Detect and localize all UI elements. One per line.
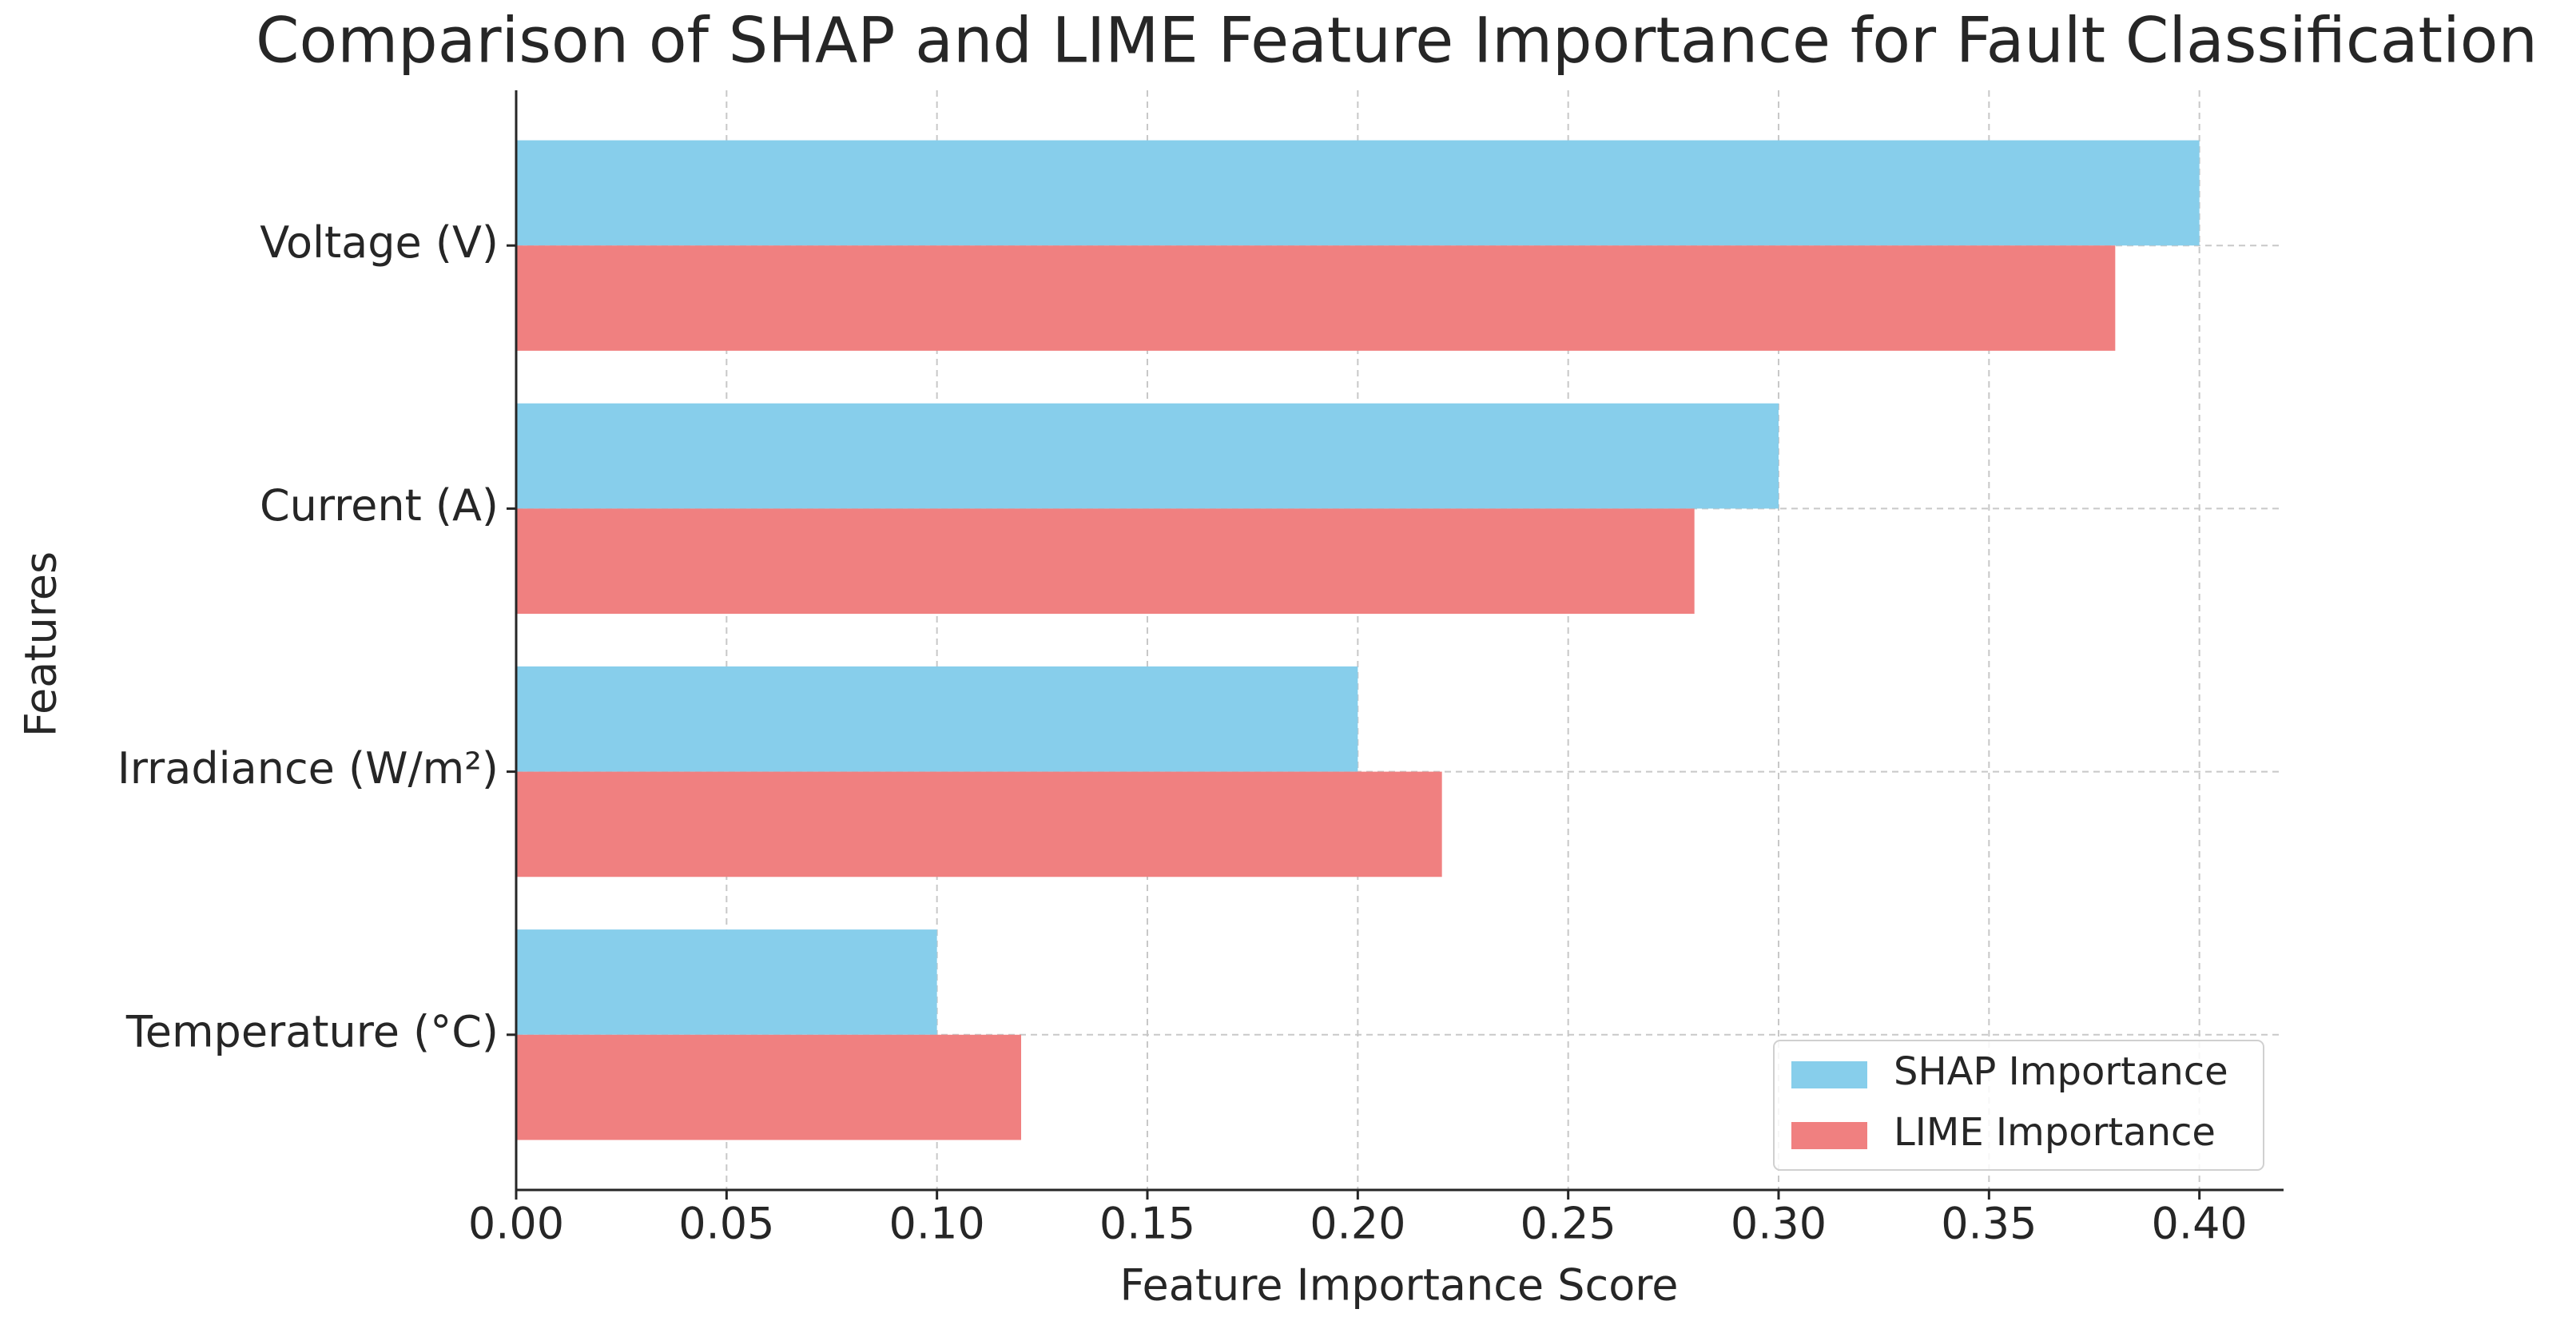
bar [516,666,1358,772]
bar [516,403,1779,509]
y-tick-label: Voltage (V) [260,217,499,268]
x-tick-label: 0.05 [678,1199,774,1249]
chart-title: Comparison of SHAP and LIME Feature Impo… [256,5,2538,77]
x-tick-label: 0.35 [1941,1199,2037,1249]
bar [516,929,937,1035]
bar [516,771,1442,877]
legend-swatch [1791,1061,1867,1088]
x-tick-label: 0.40 [2152,1199,2248,1249]
legend-label: LIME Importance [1894,1110,2216,1155]
y-tick-label: Temperature (°C) [125,1006,499,1056]
x-tick-label: 0.15 [1099,1199,1195,1249]
x-axis-label: Feature Importance Score [1119,1260,1678,1311]
y-tick-label: Irradiance (W/m²) [117,743,499,794]
bar [516,1034,1021,1140]
bar [516,508,1695,615]
legend-box [1773,1040,2264,1171]
legend-label: SHAP Importance [1894,1049,2228,1094]
x-tick-label: 0.00 [468,1199,564,1249]
x-tick-label: 0.25 [1521,1199,1616,1249]
y-tick-label: Current (A) [260,480,499,531]
y-axis-label: Features [16,551,66,737]
x-tick-label: 0.20 [1310,1199,1405,1249]
x-tick-label: 0.10 [889,1199,985,1249]
bar [516,245,2116,351]
bar [516,140,2200,246]
x-tick-label: 0.30 [1731,1199,1827,1249]
legend-swatch [1791,1122,1867,1149]
